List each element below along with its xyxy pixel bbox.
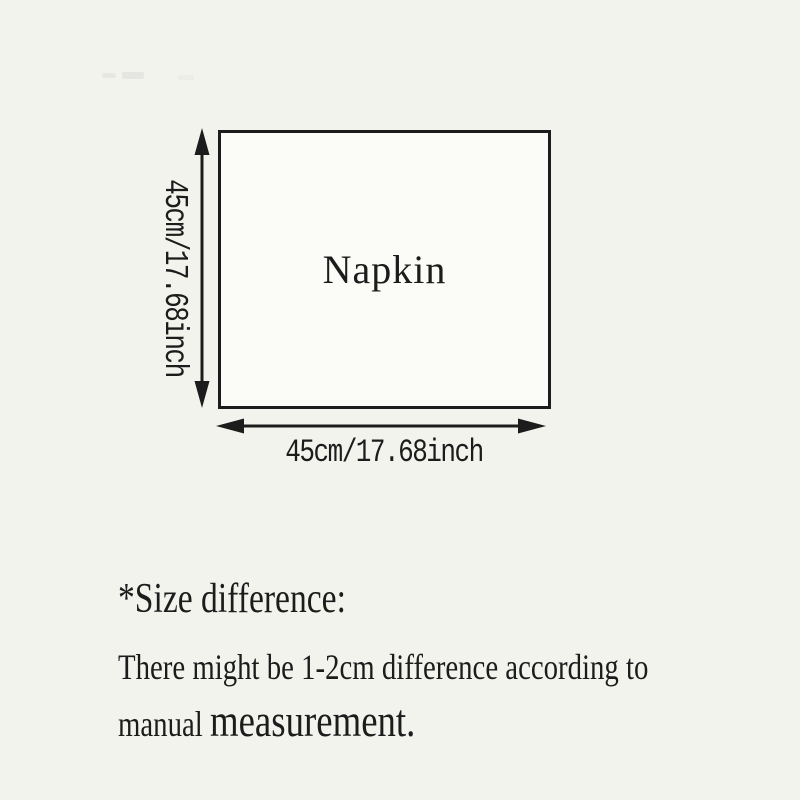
note-title: *Size difference:	[118, 576, 346, 622]
watermark-artifact	[178, 75, 194, 80]
width-dimension-label: 45cm/17.68inch	[285, 433, 484, 471]
height-dimension-arrow	[194, 128, 210, 408]
watermark-artifact	[122, 72, 144, 79]
note-body-line-2-start: manual	[118, 704, 203, 744]
product-label: Napkin	[322, 247, 447, 292]
napkin-outline: Napkin	[218, 130, 551, 409]
note-body-line-1: There might be 1-2cm difference accordin…	[118, 647, 649, 687]
note-body-line-2: manual measurement.	[118, 694, 415, 747]
watermark-artifact	[102, 73, 116, 78]
height-dimension-label: 45cm/17.68inch	[155, 179, 195, 377]
note-body-line-2-emphasis: measurement.	[209, 695, 416, 746]
width-dimension-arrow	[216, 418, 546, 434]
